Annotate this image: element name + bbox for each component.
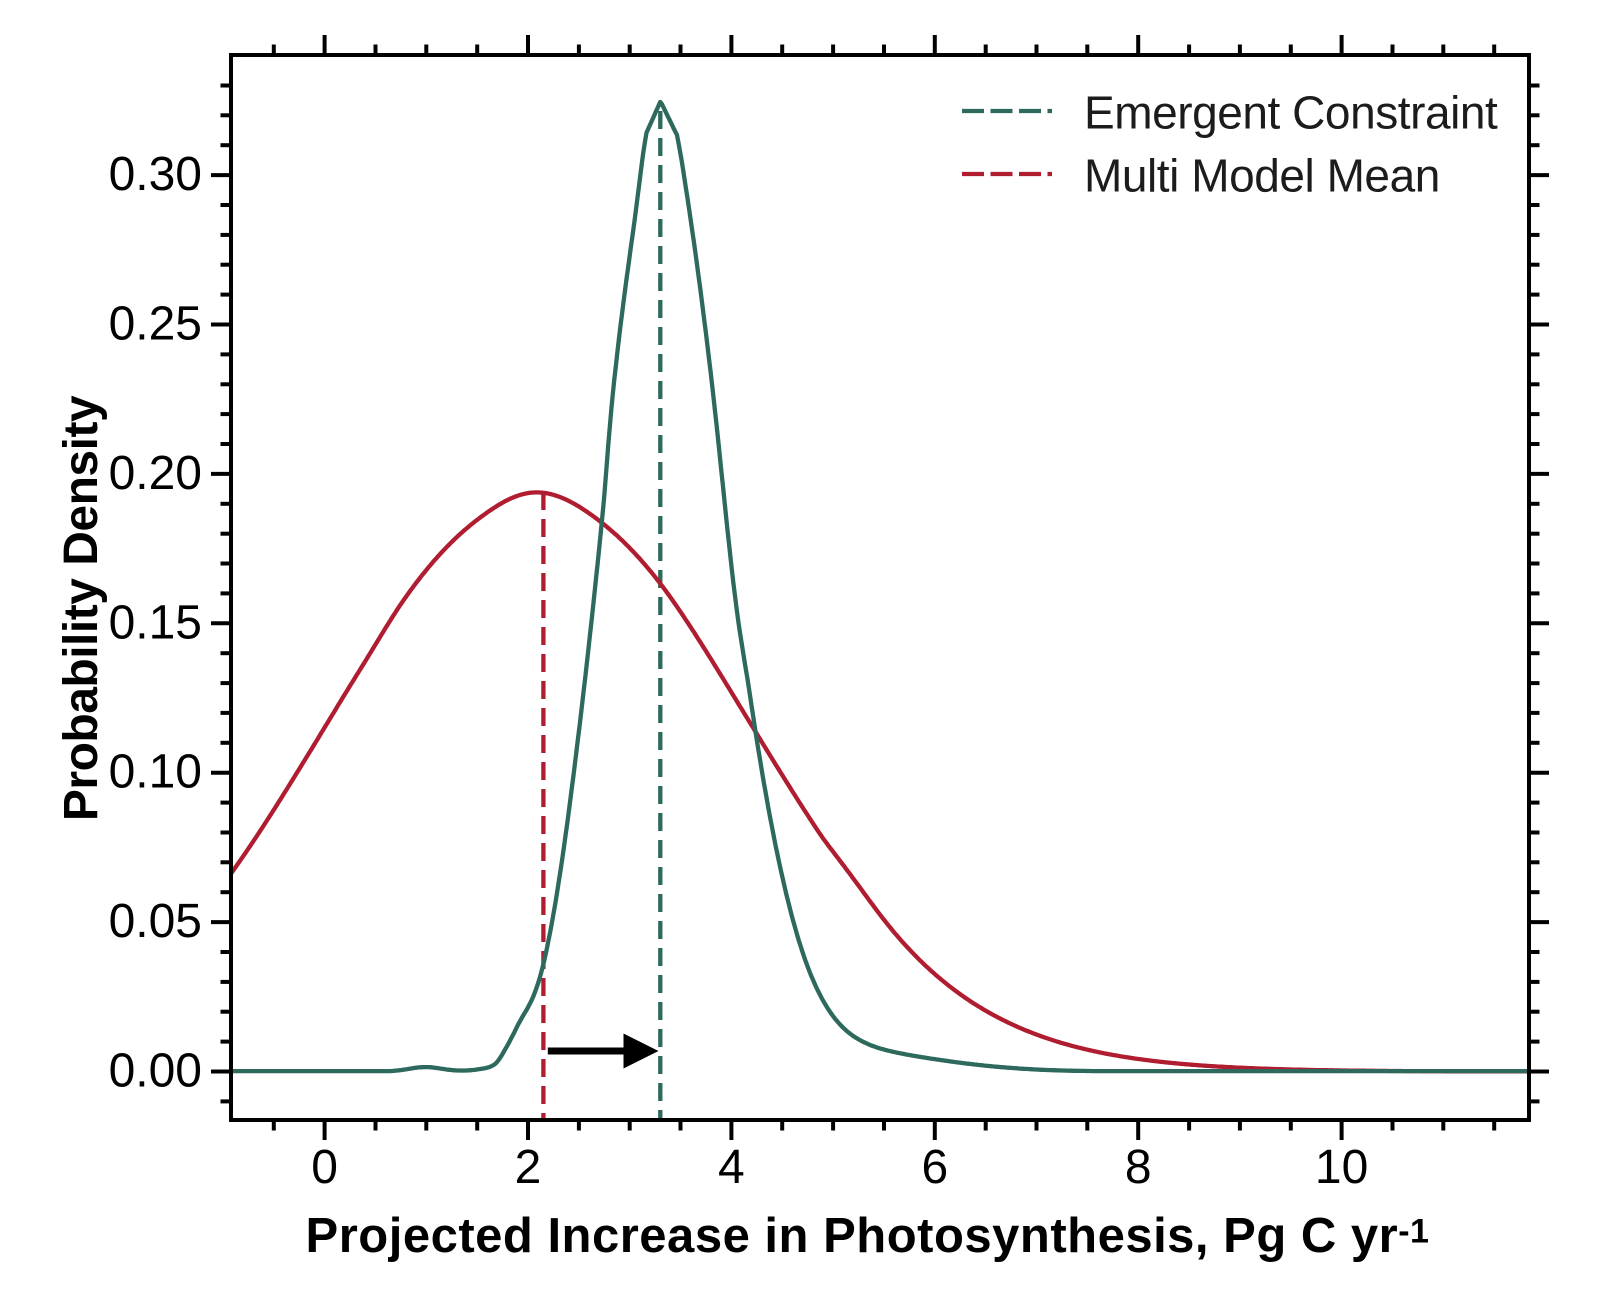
svg-text:0.00: 0.00 (109, 1045, 202, 1098)
svg-text:0: 0 (311, 1141, 338, 1194)
svg-text:0.25: 0.25 (109, 298, 202, 351)
svg-text:0.30: 0.30 (109, 148, 202, 201)
svg-text:0.05: 0.05 (109, 895, 202, 948)
svg-text:Projected Increase in Photosyn: Projected Increase in Photosynthesis, Pg… (306, 1209, 1430, 1263)
svg-text:4: 4 (718, 1141, 745, 1194)
svg-text:8: 8 (1125, 1141, 1152, 1194)
svg-text:10: 10 (1315, 1141, 1368, 1194)
svg-text:0.20: 0.20 (109, 447, 202, 500)
svg-text:0.10: 0.10 (109, 746, 202, 799)
svg-text:Probability Density: Probability Density (55, 395, 108, 821)
svg-text:Multi Model Mean: Multi Model Mean (1084, 150, 1440, 202)
svg-text:6: 6 (921, 1141, 948, 1194)
svg-text:2: 2 (515, 1141, 542, 1194)
svg-text:0.15: 0.15 (109, 596, 202, 649)
svg-text:Emergent Constraint: Emergent Constraint (1084, 87, 1498, 139)
